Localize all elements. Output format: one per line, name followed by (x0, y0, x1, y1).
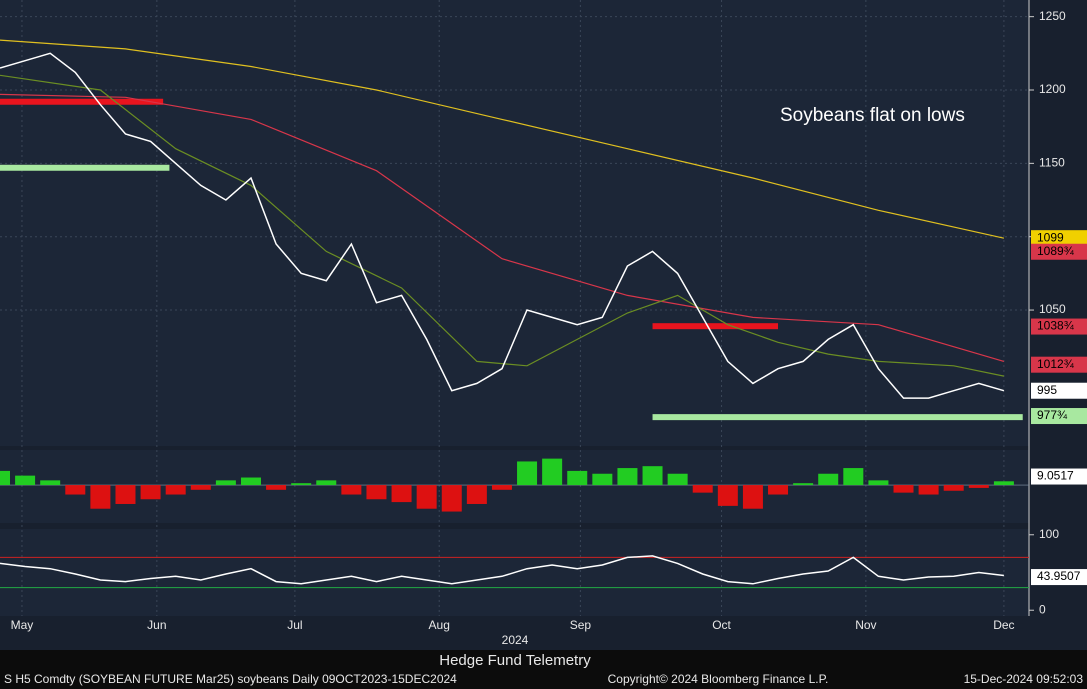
last-value-box (1031, 230, 1087, 247)
series-line (0, 555, 1004, 585)
x-tick-label: Jun (147, 618, 166, 632)
histogram-bar (893, 485, 914, 493)
y-tick-label: 0 (1039, 602, 1046, 616)
histogram-bar (165, 485, 186, 495)
series-line (0, 93, 1005, 362)
last-value-label: 1099 (1037, 230, 1064, 244)
histogram-bar (190, 485, 211, 490)
histogram-bar (818, 473, 839, 486)
histogram-bar (115, 485, 136, 504)
histogram-bar (416, 485, 437, 509)
price-panel (0, 0, 1029, 446)
x-tick-label: Nov (855, 618, 876, 632)
level-bar (0, 98, 164, 105)
histogram-bar (0, 470, 10, 486)
histogram-bar (341, 485, 362, 495)
footer-left: S H5 Comdty (SOYBEAN FUTURE Mar25) soybe… (4, 672, 457, 686)
last-value-label: 995 (1037, 383, 1057, 397)
histogram-bar (517, 461, 538, 486)
histogram-bar (291, 483, 312, 486)
series-line (0, 52, 1005, 399)
histogram-bar (642, 466, 663, 486)
last-value-label: 43.9507 (1037, 569, 1081, 583)
footer-timestamp: 15-Dec-2024 09:52:03 (964, 672, 1084, 686)
histogram-bar (592, 473, 613, 486)
y-tick-label: 100 (1039, 527, 1059, 541)
histogram-bar (140, 485, 161, 500)
y-tick-label: 1250 (1039, 9, 1066, 23)
footer-copyright: Copyright© 2024 Bloomberg Finance L.P. (608, 672, 829, 686)
histogram-bar (366, 485, 387, 500)
histogram-bar (717, 485, 738, 506)
histogram-bar (40, 480, 61, 486)
histogram-bar (768, 485, 789, 495)
histogram-bar (567, 470, 588, 486)
histogram-bar (793, 483, 814, 486)
level-bar (652, 414, 1023, 421)
last-value-label: 1089¾ (1037, 244, 1075, 258)
histogram-bar (742, 485, 763, 509)
histogram-bar (993, 481, 1014, 486)
last-value-box (1031, 318, 1087, 335)
histogram-bar (316, 480, 337, 486)
series-line (0, 39, 1005, 239)
last-value-box (1031, 569, 1087, 586)
histogram-bar (466, 485, 487, 504)
histogram-bar (968, 485, 989, 488)
x-tick-label: Oct (712, 618, 731, 632)
histogram-bar (65, 485, 86, 495)
last-value-box (1031, 468, 1087, 485)
histogram-bar (90, 485, 111, 509)
histogram-bar (266, 485, 287, 490)
x-tick-label: May (11, 618, 34, 632)
footer-center: Hedge Fund Telemetry (439, 652, 591, 669)
last-value-box (1031, 356, 1087, 373)
last-value-label: 1038¾ (1037, 319, 1075, 333)
histogram-bar (491, 485, 512, 490)
x-tick-label: Aug (429, 618, 450, 632)
histogram-bar (240, 477, 261, 486)
histogram-bar (441, 485, 462, 512)
y-tick-label: 1150 (1039, 156, 1065, 170)
last-value-box (1031, 243, 1087, 260)
last-value-box (1031, 382, 1087, 399)
y-tick-label: 1050 (1039, 302, 1066, 316)
series-line (0, 74, 1005, 377)
histogram-bar (868, 480, 889, 486)
y-tick-label: 1200 (1039, 82, 1066, 96)
x-tick-label: Dec (993, 618, 1014, 632)
histogram-bar (692, 485, 713, 493)
histogram-bar (943, 485, 964, 491)
level-bar (0, 164, 170, 171)
histogram-bar (15, 475, 36, 486)
histogram-bar (542, 458, 563, 486)
x-tick-label: Sep (570, 618, 592, 632)
level-bar (652, 323, 779, 330)
last-value-label: 1012¾ (1037, 357, 1075, 371)
last-value-label: 977¾ (1037, 408, 1068, 422)
annotation: Soybeans flat on lows (780, 105, 965, 126)
last-value-label: 9.0517 (1037, 469, 1074, 483)
histogram-bar (391, 485, 412, 503)
footer-bar (0, 650, 1087, 689)
histogram-bar (667, 473, 688, 486)
histogram-bar (215, 480, 236, 486)
last-value-box (1031, 408, 1087, 425)
histogram-bar (918, 485, 939, 495)
x-tick-label: Jul (287, 618, 302, 632)
histogram-bar (617, 468, 638, 486)
x-axis-label: 2024 (502, 633, 529, 647)
histogram-bar (843, 468, 864, 486)
